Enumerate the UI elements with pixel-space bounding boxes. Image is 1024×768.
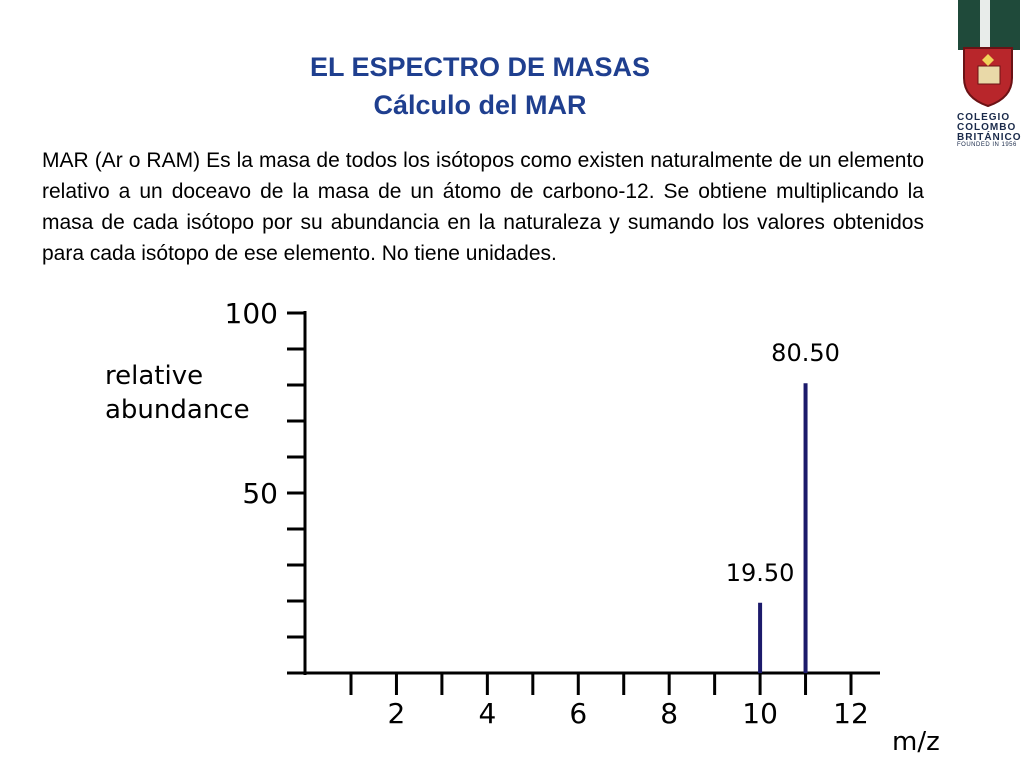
bar-value-label: 19.50 — [726, 559, 795, 587]
y-axis-label-line-1: relative — [105, 361, 203, 391]
logo-line-2: COLOMBO — [957, 122, 1017, 133]
bar-value-label: 80.50 — [771, 339, 840, 367]
y-ticks: 50 100 — [225, 297, 307, 675]
y-tick-label: 50 — [242, 477, 278, 510]
bars: 19.50 80.50 — [726, 339, 840, 673]
x-tick-label: 8 — [660, 697, 678, 730]
x-axis-label: m/z — [892, 727, 940, 757]
x-tick-label: 2 — [388, 697, 406, 730]
logo-light-stripe — [980, 0, 990, 50]
x-tick-label: 4 — [478, 697, 496, 730]
y-tick-label: 100 — [225, 297, 278, 330]
x-ticks: 2 4 6 8 10 12 — [305, 671, 880, 730]
logo-shield-emblem — [982, 54, 994, 66]
slide-title: EL ESPECTRO DE MASAS Cálculo del MAR — [200, 48, 760, 124]
school-logo — [958, 0, 1020, 108]
logo-founded: FOUNDED IN 1956 — [957, 142, 1017, 148]
x-tick-label: 10 — [742, 697, 778, 730]
title-line-2: Cálculo del MAR — [373, 90, 587, 120]
x-tick-label: 6 — [569, 697, 587, 730]
x-tick-label: 12 — [833, 697, 869, 730]
logo-line-1: COLEGIO — [957, 112, 1011, 123]
title-line-1: EL ESPECTRO DE MASAS — [309, 52, 651, 82]
logo-line-3: BRITÁNICO — [957, 132, 1022, 143]
logo-shield-inner — [977, 65, 1001, 85]
body-paragraph: MAR (Ar o RAM) Es la masa de todos los i… — [42, 149, 924, 265]
y-axis-label-line-2: abundance — [105, 395, 250, 425]
